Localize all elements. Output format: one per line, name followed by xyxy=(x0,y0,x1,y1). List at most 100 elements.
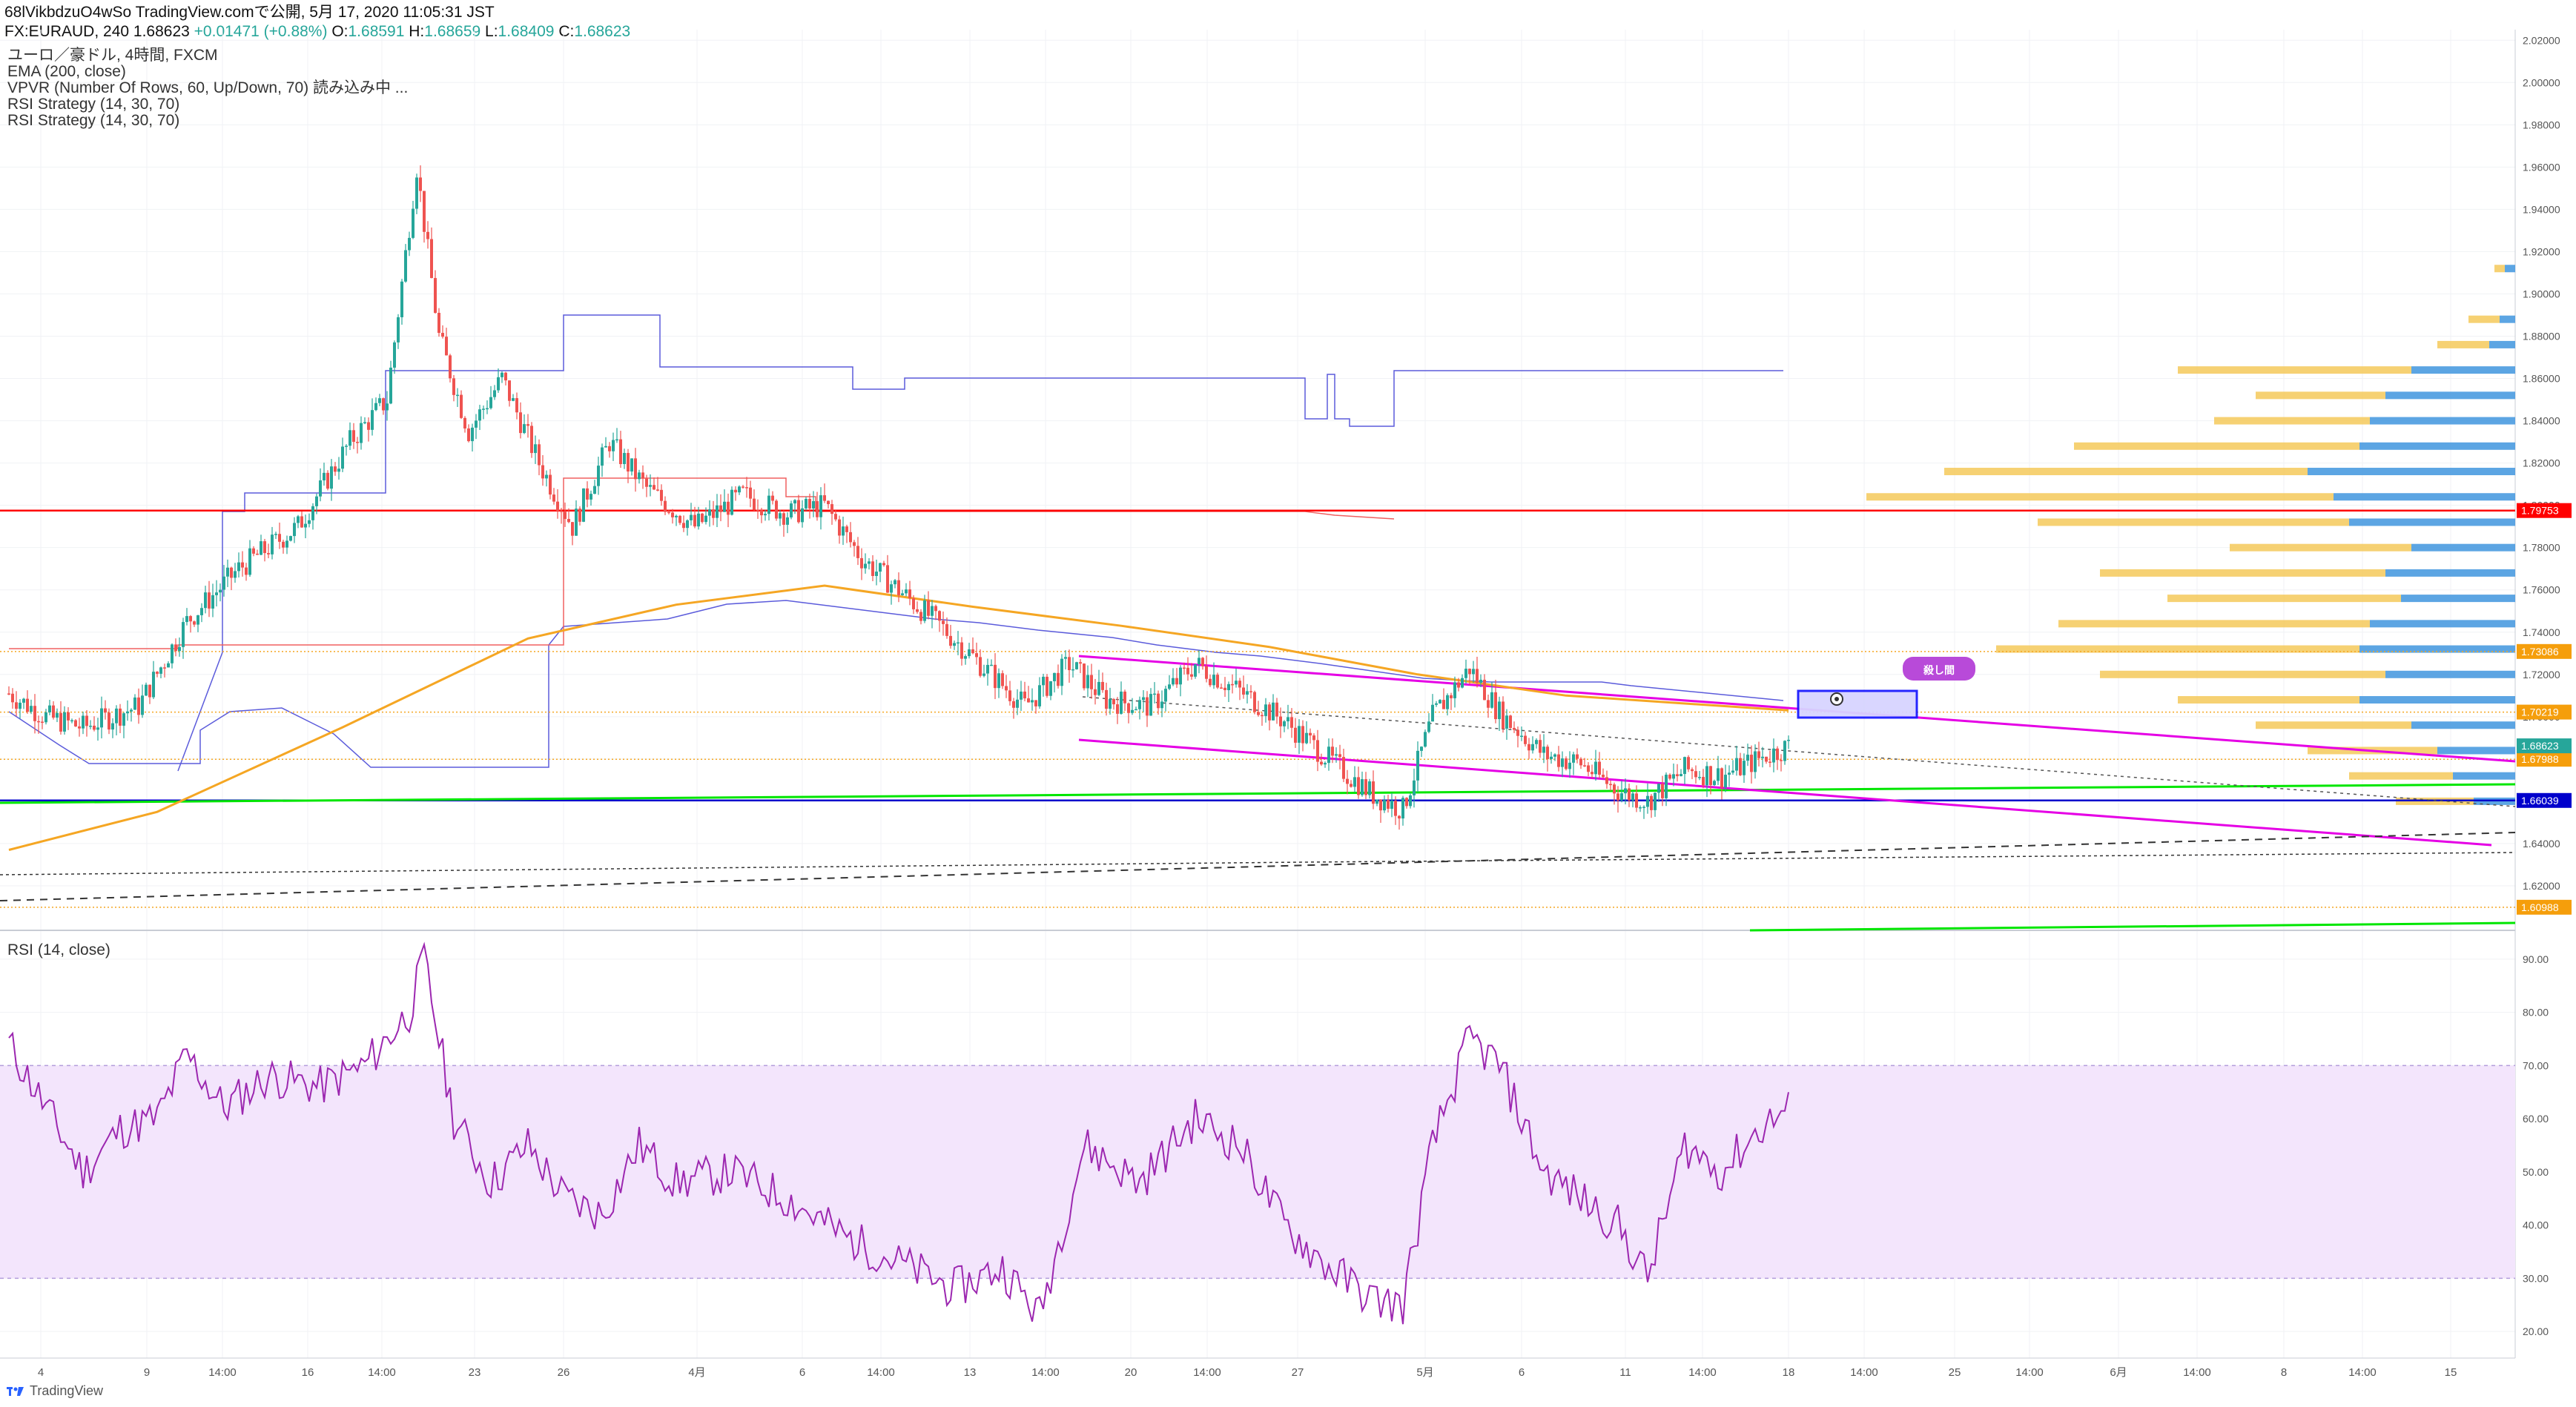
candle-body xyxy=(104,708,107,713)
vp-bar-down xyxy=(2178,366,2411,374)
candle xyxy=(1724,764,1727,792)
candle-body xyxy=(1060,658,1063,686)
candle xyxy=(304,514,307,539)
candle xyxy=(1053,672,1056,693)
candle xyxy=(341,437,344,472)
candle-body xyxy=(1680,774,1682,777)
candle xyxy=(1561,751,1564,778)
candle xyxy=(619,431,622,469)
candle xyxy=(1246,683,1249,704)
candle-body xyxy=(1394,801,1397,816)
candle-body xyxy=(78,726,81,729)
candle xyxy=(868,557,871,570)
candle xyxy=(460,390,463,420)
candle-body xyxy=(1320,761,1323,765)
candle-body xyxy=(838,519,841,536)
candle xyxy=(1657,783,1660,802)
candle-body xyxy=(1576,754,1579,759)
candle-body xyxy=(93,725,96,730)
candle xyxy=(779,509,782,526)
candle xyxy=(137,688,140,724)
candle xyxy=(371,398,374,436)
candle xyxy=(501,371,503,383)
price-tick-label: 1.90000 xyxy=(2523,288,2560,299)
candle xyxy=(1509,715,1512,729)
candle-body xyxy=(1227,683,1230,690)
candle xyxy=(67,706,70,730)
symbol[interactable]: FX:EURAUD, 240 xyxy=(4,23,130,40)
candle xyxy=(1387,795,1390,813)
candle-body xyxy=(523,424,526,434)
legend-vpvr[interactable]: VPVR (Number Of Rows, 60, Up/Down, 70) 読… xyxy=(7,79,409,96)
rsi-title[interactable]: RSI (14, close) xyxy=(7,941,110,959)
vp-bar-down xyxy=(2468,315,2500,323)
tradingview-brand[interactable]: TradingView xyxy=(6,1383,103,1399)
candle xyxy=(578,506,581,526)
candle xyxy=(1368,778,1371,799)
candle-body xyxy=(330,466,333,489)
candle-body xyxy=(1034,700,1037,706)
candle-body xyxy=(204,592,207,609)
candle-body xyxy=(997,673,1000,689)
time-tick-label: 14:00 xyxy=(1850,1366,1878,1379)
candle-body xyxy=(704,515,707,523)
candle-body xyxy=(682,523,685,529)
candle xyxy=(593,480,596,494)
candle-body xyxy=(397,317,400,342)
candle-body xyxy=(1750,755,1753,772)
legend-rsi-strategy-1[interactable]: RSI Strategy (14, 30, 70) xyxy=(7,96,180,113)
legend-ema[interactable]: EMA (200, close) xyxy=(7,63,126,80)
candle xyxy=(285,535,288,554)
ohlc-line: FX:EURAUD, 240 1.68623 +0.01471 (+0.88%)… xyxy=(4,23,631,40)
candle xyxy=(797,494,800,524)
candle-body xyxy=(1665,775,1668,798)
candle-body xyxy=(1038,685,1041,706)
candle xyxy=(1109,687,1112,715)
candle xyxy=(716,494,719,528)
candle xyxy=(1020,681,1023,712)
time-tick-label: 14:00 xyxy=(867,1366,895,1379)
vp-bar-up xyxy=(2500,315,2515,323)
legend-rsi-strategy-2[interactable]: RSI Strategy (14, 30, 70) xyxy=(7,112,180,129)
candle xyxy=(19,699,22,719)
candle xyxy=(1705,761,1708,798)
candle xyxy=(615,428,618,443)
candle-body xyxy=(764,514,767,516)
vp-bar-up xyxy=(2401,595,2515,603)
candle xyxy=(678,514,681,526)
candle xyxy=(994,653,997,700)
candle-body xyxy=(185,616,188,623)
vp-bar-down xyxy=(1996,645,2359,653)
candle xyxy=(1131,698,1134,715)
legend-symbol[interactable]: ユーロ／豪ドル, 4時間, FXCM xyxy=(7,47,218,64)
candle xyxy=(1709,765,1712,795)
candle-body xyxy=(152,672,155,698)
rsi-tick-label: 50.00 xyxy=(2523,1166,2549,1178)
candle-body xyxy=(1390,801,1393,810)
candle xyxy=(808,493,811,519)
candle xyxy=(1068,649,1071,683)
candle xyxy=(52,701,55,720)
candle-body xyxy=(675,515,678,517)
candle xyxy=(1220,683,1223,689)
candle-body xyxy=(627,453,630,472)
candle xyxy=(122,712,125,738)
candle-body xyxy=(641,472,644,479)
candle-body xyxy=(545,474,548,479)
candle-body xyxy=(1787,739,1790,741)
candle xyxy=(204,586,207,614)
time-tick-label: 5月 xyxy=(1416,1366,1433,1379)
level-price-text: 1.66039 xyxy=(2521,795,2559,807)
candle-body xyxy=(1464,669,1467,678)
candle-body xyxy=(986,664,989,674)
candle xyxy=(612,432,615,461)
candle xyxy=(178,637,181,657)
candle-body xyxy=(1598,761,1601,775)
candle-body xyxy=(100,708,103,728)
candle xyxy=(1350,780,1353,788)
candle-body xyxy=(1298,726,1301,743)
candle-body xyxy=(1168,684,1171,689)
candle-body xyxy=(189,616,192,622)
target-icon-dot xyxy=(1834,697,1839,701)
